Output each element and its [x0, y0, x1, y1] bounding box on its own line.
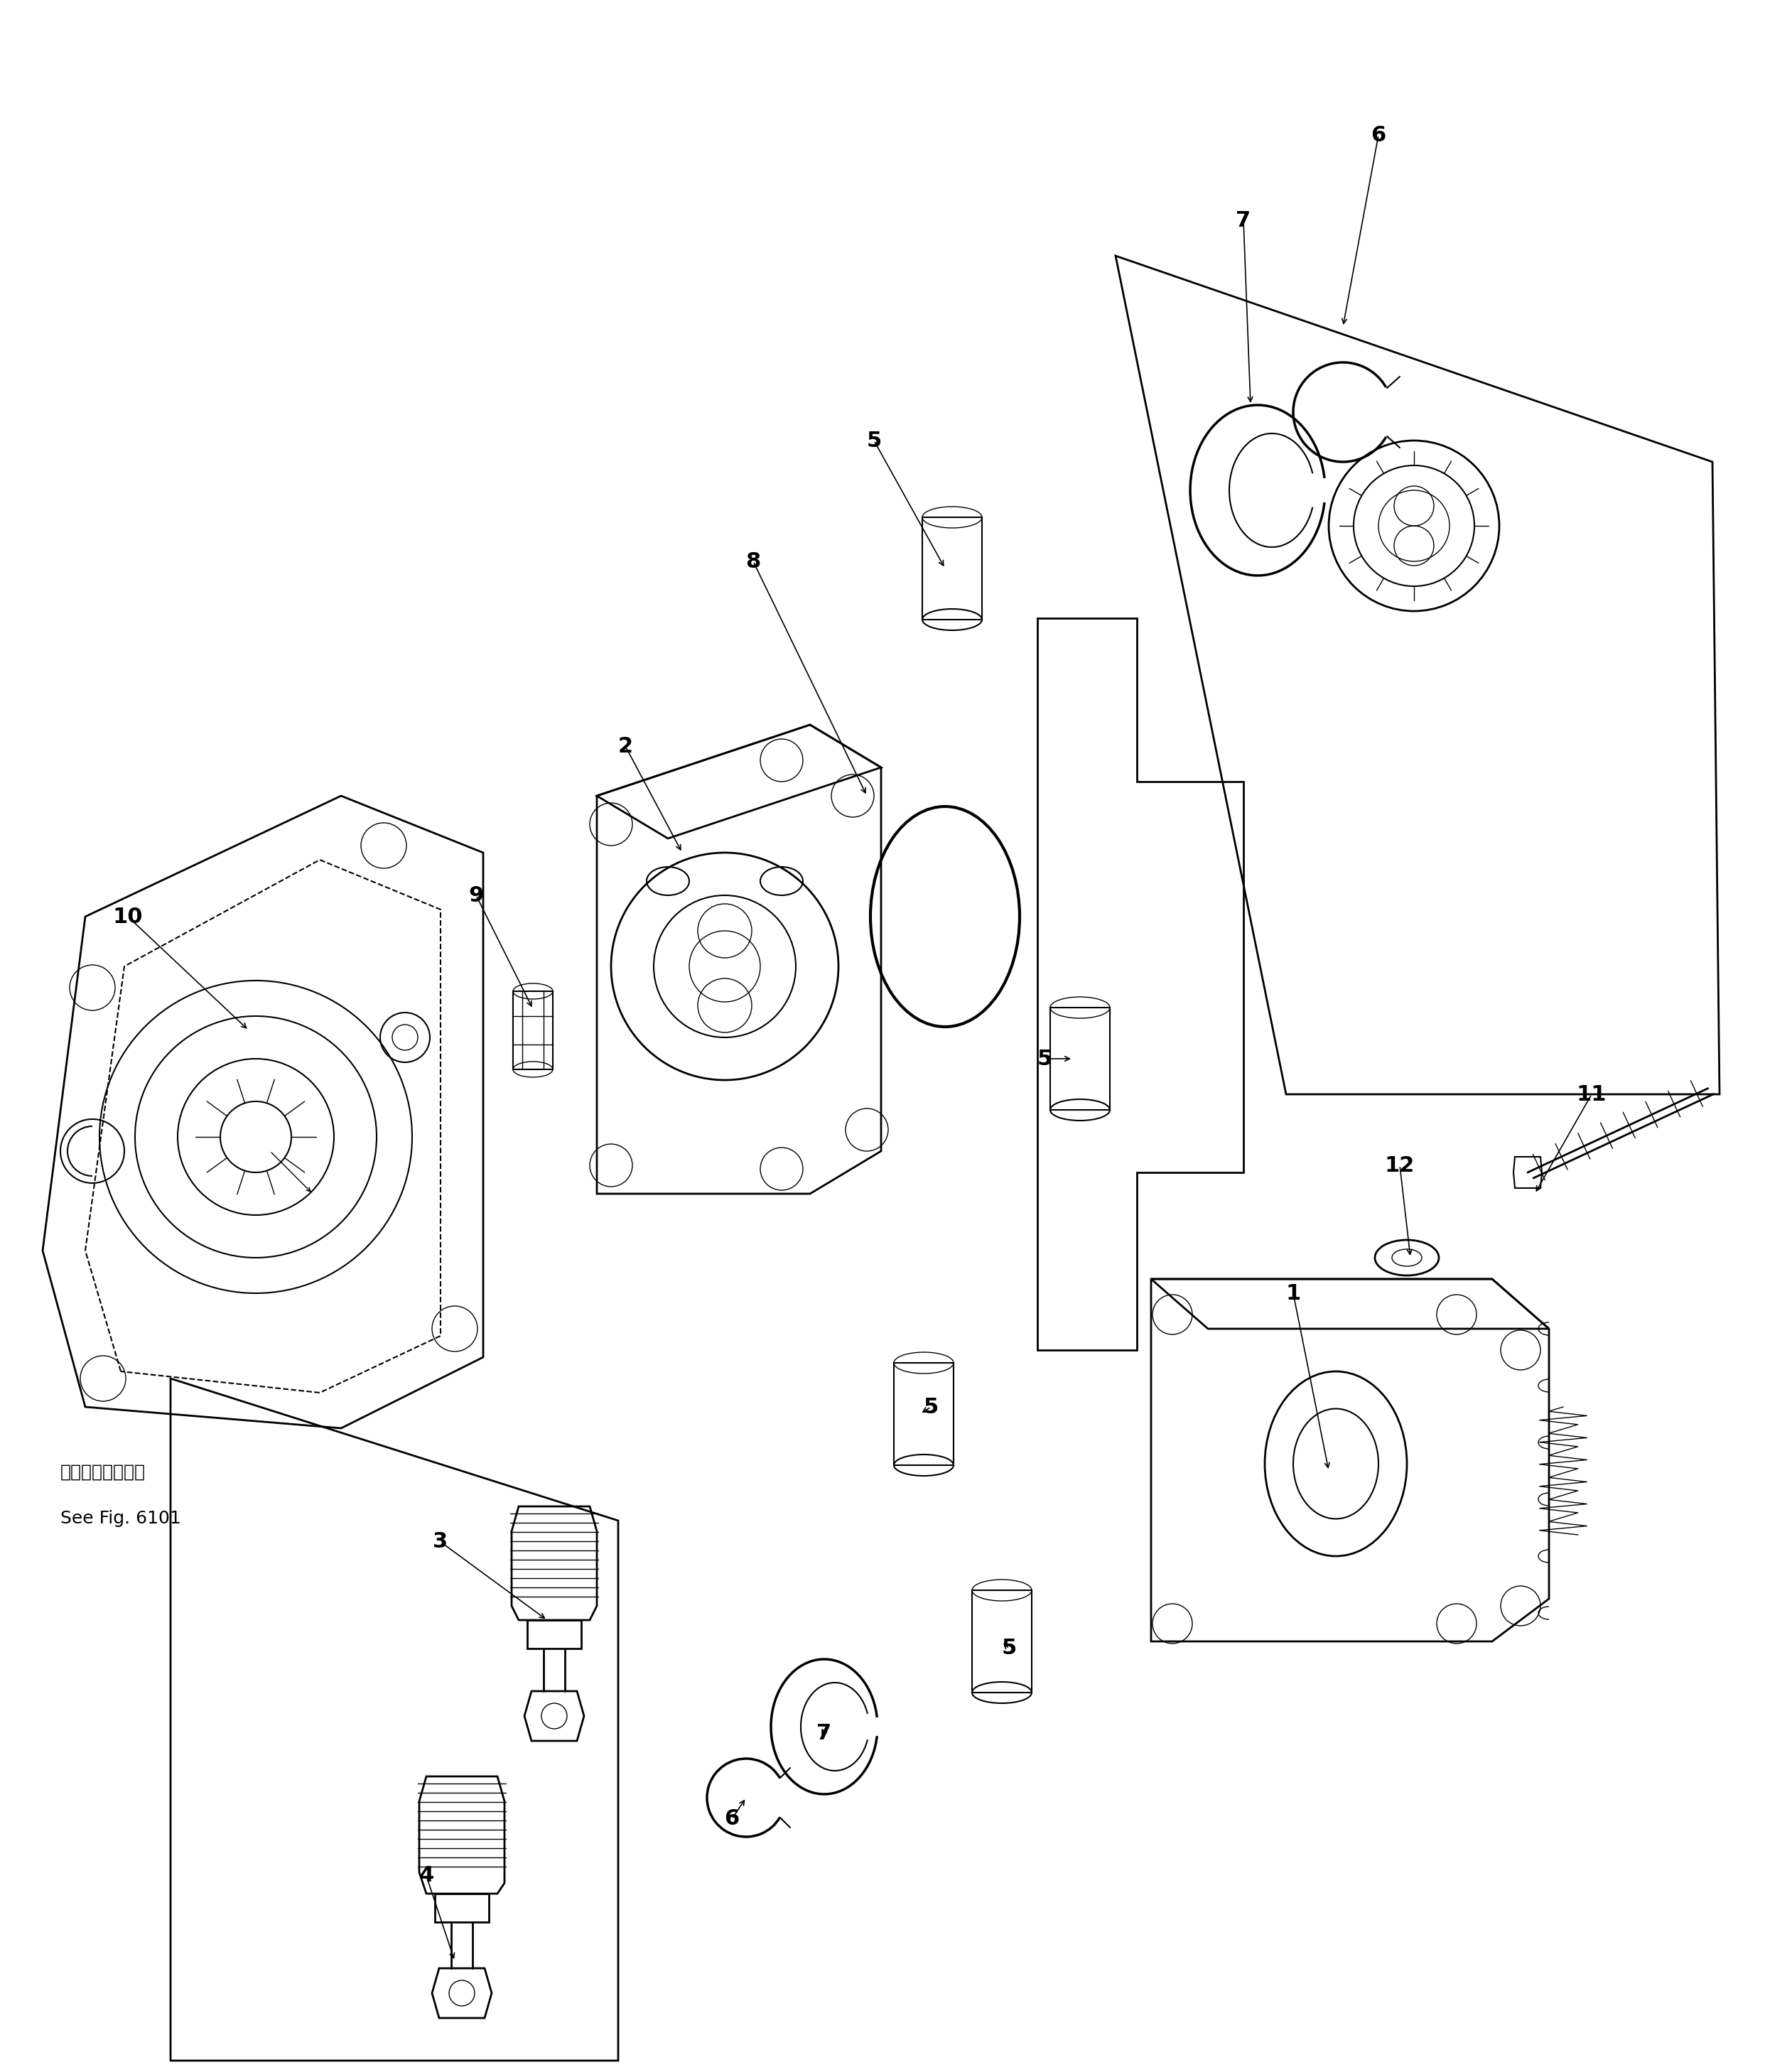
- Text: 3: 3: [432, 1531, 448, 1552]
- Text: 11: 11: [1576, 1084, 1606, 1104]
- Text: 5: 5: [1001, 1639, 1017, 1660]
- Text: 1: 1: [1285, 1283, 1301, 1303]
- Text: See Fig. 6101: See Fig. 6101: [60, 1510, 182, 1527]
- Text: 第６１０１図参照: 第６１０１図参照: [60, 1463, 146, 1481]
- Text: 8: 8: [745, 551, 761, 572]
- Text: 4: 4: [418, 1865, 434, 1886]
- Text: 9: 9: [468, 885, 484, 905]
- Text: 10: 10: [113, 905, 143, 926]
- Text: 5: 5: [1038, 1048, 1052, 1069]
- Text: 2: 2: [618, 736, 634, 756]
- Text: 6: 6: [724, 1809, 740, 1830]
- Text: 5: 5: [923, 1397, 939, 1417]
- Text: 7: 7: [1236, 209, 1251, 230]
- Text: 6: 6: [1371, 124, 1386, 145]
- Text: 5: 5: [867, 431, 881, 452]
- Text: 12: 12: [1386, 1154, 1416, 1175]
- Text: 7: 7: [817, 1724, 831, 1745]
